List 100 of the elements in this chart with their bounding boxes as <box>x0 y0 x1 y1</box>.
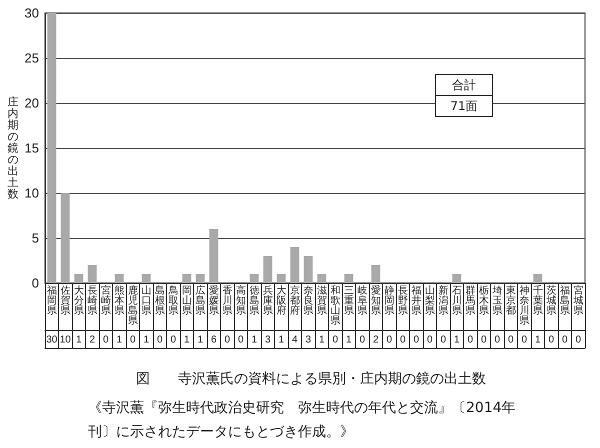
data-label: 1 <box>454 334 460 346</box>
x-tick-label: 島根県 <box>154 284 165 316</box>
x-tick-label: 徳島県 <box>249 286 260 316</box>
data-label: 1 <box>184 334 190 346</box>
data-label: 1 <box>534 334 541 346</box>
x-tick-label: 京都府 <box>290 284 300 316</box>
data-label: 0 <box>426 334 433 346</box>
data-label: 1 <box>76 334 82 346</box>
bar <box>74 274 84 283</box>
data-label: 0 <box>548 334 554 346</box>
y-tick-label: 30 <box>24 6 39 20</box>
x-tick-label: 宮崎県 <box>100 284 111 316</box>
x-tick-label: 大阪府 <box>276 284 286 316</box>
x-tick-label: 長野県 <box>398 286 408 316</box>
data-label: 0 <box>575 334 582 346</box>
x-tick-label: 奈良県 <box>303 286 314 316</box>
data-label: 30 <box>46 334 58 346</box>
bar <box>276 274 286 283</box>
x-tick-label: 福島県 <box>560 284 570 316</box>
data-label: 3 <box>264 334 271 346</box>
data-label: 0 <box>224 334 230 346</box>
annotation: 71面 <box>436 95 492 116</box>
x-tick-label: 山口県 <box>141 284 152 316</box>
y-tick-label: 5 <box>32 230 39 246</box>
data-label: 0 <box>386 334 392 346</box>
bar <box>290 247 300 283</box>
x-tick-label: 熊本県 <box>114 284 124 316</box>
bar <box>114 274 124 283</box>
x-tick-label: 鳥取県 <box>167 284 178 316</box>
x-tick-label: 高知県 <box>236 284 246 316</box>
data-label: 10 <box>60 334 72 346</box>
data-label: 2 <box>89 334 96 346</box>
data-label: 1 <box>278 334 284 346</box>
x-tick-label: 岐阜県 <box>357 284 368 316</box>
x-tick-label: 佐賀県 <box>60 286 70 316</box>
data-label: 2 <box>372 334 379 346</box>
x-tick-label: 埼玉県 <box>491 284 502 316</box>
data-label: 0 <box>130 334 136 346</box>
y-tick-label: 10 <box>24 186 39 200</box>
x-tick-label: 鹿児島県 <box>128 284 138 326</box>
data-label: 0 <box>238 334 244 346</box>
bar <box>250 274 259 283</box>
bar <box>452 274 462 283</box>
bar <box>533 274 542 283</box>
data-label: 1 <box>116 334 122 346</box>
bar <box>182 274 192 283</box>
x-tick-label: 群馬県 <box>464 284 476 316</box>
x-tick-label: 香川県 <box>222 284 232 316</box>
x-tick-label: 静岡県 <box>384 284 394 316</box>
x-tick-label: 和歌山県 <box>330 284 340 326</box>
data-label: 0 <box>332 334 338 346</box>
x-tick-label: 石川県 <box>452 286 462 316</box>
data-label: 0 <box>480 334 487 346</box>
x-tick-label: 三重県 <box>344 286 354 316</box>
data-label: 1 <box>318 334 325 346</box>
data-label: 0 <box>494 334 500 346</box>
data-label: 3 <box>305 334 312 346</box>
text: 図 寺沢薫氏の資料による県別・庄内期の鏡の出土数 <box>135 370 487 388</box>
bar <box>317 274 326 283</box>
y-tick-label: 0 <box>32 276 39 290</box>
x-tick-label: 山梨県 <box>424 284 435 316</box>
x-tick-label: 神奈川県 <box>519 284 530 326</box>
data-label: 0 <box>359 334 366 346</box>
data-label: 1 <box>251 334 258 346</box>
x-tick-label: 大分県 <box>74 284 84 316</box>
x-tick-label: 岡山県 <box>182 286 192 316</box>
bar <box>196 274 205 283</box>
data-label: 0 <box>467 334 474 346</box>
text: 《寺沢薫『弥生時代政治史研究 弥生時代の年代と交流』〔2014年刊〕に示されたデータにもとづき作成。》 <box>88 399 517 442</box>
x-tick-label: 千葉県 <box>532 284 543 316</box>
x-tick-label: 東京都 <box>506 284 516 316</box>
x-tick-label: 宮城県 <box>572 284 584 316</box>
bar <box>142 274 151 283</box>
y-tick-label: 15 <box>24 140 39 156</box>
x-tick-label: 福井県 <box>411 284 422 316</box>
x-tick-label: 愛知県 <box>370 284 381 316</box>
x-tick-label: 茨城県 <box>545 284 556 316</box>
data-label: 0 <box>400 334 406 346</box>
bar <box>371 265 380 283</box>
annotation: 合計 <box>451 77 477 94</box>
data-label: 0 <box>102 334 109 346</box>
x-tick-label: 滋賀県 <box>316 284 327 316</box>
x-tick-label: 新潟県 <box>438 284 448 316</box>
bar <box>209 229 218 283</box>
bar <box>304 256 313 283</box>
y-tick-label: 25 <box>24 50 39 66</box>
data-label: 1 <box>143 334 150 346</box>
bar <box>60 193 70 283</box>
data-label: 1 <box>197 334 204 346</box>
text: 庄内期の鏡の出土数 <box>8 96 19 200</box>
y-tick-label: 20 <box>24 96 39 110</box>
data-label: 0 <box>521 334 528 346</box>
bar <box>263 256 272 283</box>
data-label: 0 <box>156 334 163 346</box>
data-label: 0 <box>413 334 420 346</box>
data-label: 1 <box>346 334 352 346</box>
x-tick-label: 長崎県 <box>87 286 98 316</box>
bar <box>88 265 97 283</box>
x-tick-label: 栃木県 <box>478 284 489 316</box>
data-label: 0 <box>440 334 446 346</box>
